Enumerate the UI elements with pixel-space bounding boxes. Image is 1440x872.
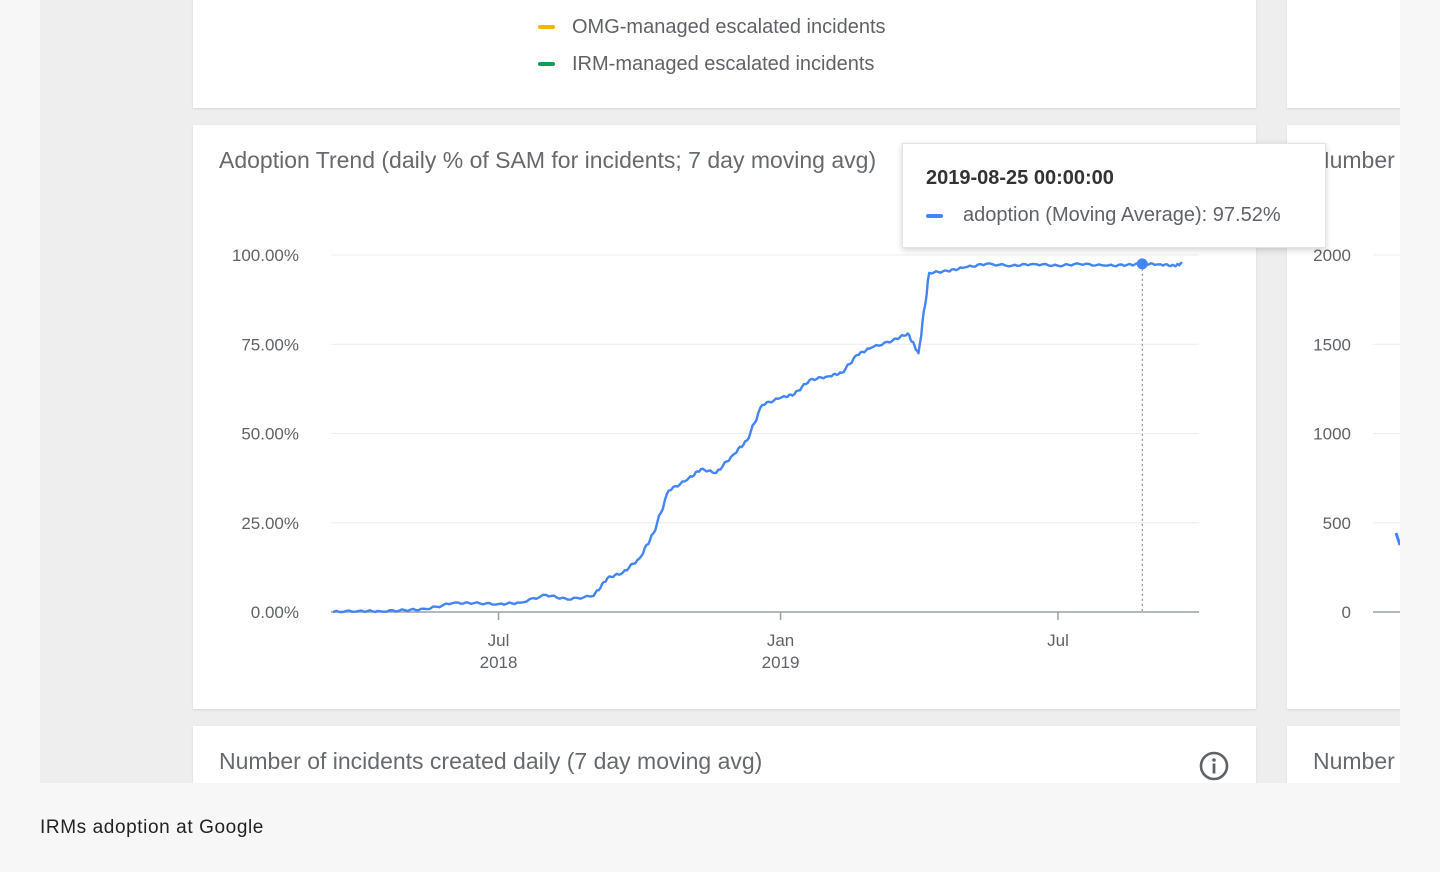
- incidents-card: Number of incidents created daily (7 day…: [193, 726, 1256, 783]
- hover-point: [1136, 258, 1148, 270]
- y-tick-label: 50.00%: [241, 425, 299, 444]
- figure-caption: IRMs adoption at Google: [40, 817, 264, 838]
- bottom-right-title: Number: [1313, 748, 1395, 774]
- dashboard-screen: OMG-managed escalated incidents IRM-mana…: [40, 0, 1400, 783]
- y-tick-label: 25.00%: [241, 514, 299, 533]
- legend-swatch-irm: [538, 62, 555, 66]
- x-tick-label: Jul: [488, 631, 510, 650]
- legend-label-omg: OMG-managed escalated incidents: [572, 15, 886, 38]
- incidents-card-title: Number of incidents created daily (7 day…: [219, 748, 763, 774]
- legend-swatch-omg: [538, 25, 555, 29]
- legend-item-omg: OMG-managed escalated incidents: [538, 16, 886, 38]
- tooltip-series-row: adoption (Moving Average): 97.52%: [926, 204, 1281, 227]
- right-y-tick-label: 2000: [1313, 246, 1351, 265]
- tooltip-swatch: [926, 213, 943, 218]
- adoption-line-chart[interactable]: 0.00% 25.00% 50.00% 75.00% 100.00% Jul 2018 Ja…: [193, 125, 1256, 709]
- y-tick-label: 100.00%: [232, 246, 299, 265]
- chart-series: [332, 258, 1183, 614]
- y-tick-label: 75.00%: [241, 335, 299, 354]
- right-partial-chart[interactable]: 2000 1500 1000 500 0: [1287, 125, 1400, 709]
- x-tick-label: Jan: [767, 631, 794, 650]
- x-axis-ticks: Jul 2018 Jan 2019 Jul: [480, 612, 1069, 672]
- right-y-tick-label: 1000: [1313, 425, 1351, 444]
- right-y-tick-label: 1500: [1313, 335, 1351, 354]
- bottom-right-card: Number: [1287, 726, 1400, 783]
- tooltip-date: 2019-08-25 00:00:00: [926, 167, 1114, 189]
- x-tick-label: Jul: [1047, 631, 1069, 650]
- right-y-axis-ticks: 2000 1500 1000 500 0: [1313, 246, 1400, 622]
- chart-gridlines: [331, 254, 1199, 613]
- right-top-card: [1287, 0, 1400, 108]
- y-axis-tick-labels: 0.00% 25.00% 50.00% 75.00% 100.00%: [232, 246, 299, 622]
- right-y-tick-label: 0: [1342, 603, 1351, 622]
- legend-label-irm: IRM-managed escalated incidents: [572, 52, 875, 75]
- x-tick-sublabel: 2019: [762, 653, 800, 672]
- legend-card: OMG-managed escalated incidents IRM-mana…: [193, 0, 1256, 108]
- y-tick-label: 0.00%: [251, 603, 299, 622]
- adoption-trend-title: Adoption Trend (daily % of SAM for incid…: [219, 147, 877, 173]
- right-number-title: Number: [1313, 147, 1395, 173]
- right-series-line: [1394, 532, 1400, 546]
- x-tick-sublabel: 2018: [480, 653, 518, 672]
- right-y-tick-label: 500: [1323, 514, 1351, 533]
- info-icon[interactable]: [1198, 750, 1230, 782]
- tooltip-series-label: adoption (Moving Average): 97.52%: [963, 204, 1281, 226]
- chart-tooltip: 2019-08-25 00:00:00 adoption (Moving Ave…: [902, 143, 1326, 248]
- legend-item-irm: IRM-managed escalated incidents: [538, 53, 874, 75]
- series-line-adoption: [332, 261, 1183, 614]
